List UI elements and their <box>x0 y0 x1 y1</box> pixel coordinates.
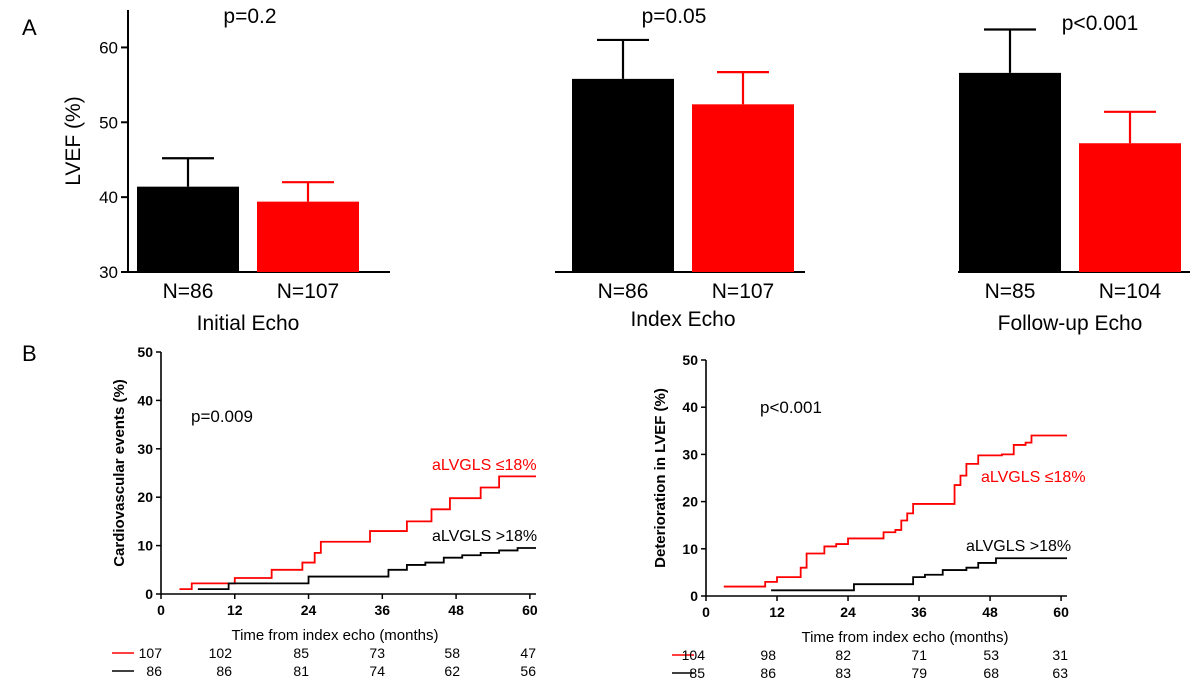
risk-table-cell: 62 <box>444 663 460 679</box>
km-x-axis-label: Time from index echo (months) <box>801 629 1008 646</box>
group-label: Initial Echo <box>197 312 300 335</box>
risk-table-cell: 56 <box>520 663 536 679</box>
km-y-tick-label: 30 <box>682 446 698 462</box>
risk-table-cell: 86 <box>760 665 776 681</box>
y-tick-label-a: 60 <box>99 38 118 57</box>
km-x-tick-label: 0 <box>157 602 165 618</box>
km-series-label: aLVGLS >18% <box>432 528 537 545</box>
y-axis-label-a: LVEF (%) <box>62 96 85 185</box>
p-value-label: p=0.2 <box>223 5 276 28</box>
km-x-tick-label: 24 <box>301 602 317 618</box>
n-label: N=86 <box>163 280 214 303</box>
bar <box>257 201 359 272</box>
n-label: N=86 <box>598 280 649 303</box>
km-y-tick-label: 20 <box>137 489 153 505</box>
km-y-tick-label: 40 <box>137 392 153 408</box>
risk-table-cell: 74 <box>369 663 385 679</box>
risk-table-cell: 47 <box>520 645 536 661</box>
risk-table-cell: 85 <box>293 645 309 661</box>
km-y-tick-label: 20 <box>682 494 698 510</box>
panel-label-b: B <box>22 341 37 366</box>
km-x-tick-label: 24 <box>840 604 856 620</box>
km-y-tick-label: 10 <box>682 541 698 557</box>
km-y-axis-label: Deterioration in LVEF (%) <box>652 388 669 568</box>
km-series-line <box>179 475 536 591</box>
risk-table-cell: 83 <box>835 665 851 681</box>
km-y-tick-label: 30 <box>137 441 153 457</box>
risk-table-cell: 79 <box>911 665 927 681</box>
p-value-label: p=0.05 <box>642 5 707 28</box>
km-y-tick-label: 10 <box>137 538 153 554</box>
y-tick-label-a: 30 <box>99 263 118 282</box>
risk-table-cell: 82 <box>835 647 851 663</box>
km-x-tick-label: 12 <box>769 604 785 620</box>
km-x-axis-label: Time from index echo (months) <box>231 627 438 644</box>
km-series-label: aLVGLS ≤18% <box>981 469 1086 486</box>
km-series-label: aLVGLS ≤18% <box>432 457 537 474</box>
risk-table-cell: 63 <box>1052 665 1068 681</box>
km-x-tick-label: 12 <box>227 602 243 618</box>
risk-table-cell: 81 <box>293 663 309 679</box>
risk-table-cell: 53 <box>983 647 999 663</box>
bar <box>572 78 674 273</box>
n-label: N=85 <box>985 280 1036 303</box>
km-x-tick-label: 48 <box>448 602 464 618</box>
p-value-label: p<0.001 <box>1062 12 1139 35</box>
km-series-line <box>771 557 1067 592</box>
risk-table-cell: 73 <box>369 645 385 661</box>
km-p-value: p<0.001 <box>760 398 822 417</box>
km-p-value: p=0.009 <box>191 407 253 426</box>
risk-table-start-count: 86 <box>146 663 162 679</box>
risk-table-start-count: 85 <box>689 665 705 681</box>
risk-table-cell: 71 <box>911 647 927 663</box>
km-x-tick-label: 60 <box>522 602 538 618</box>
km-y-tick-label: 50 <box>682 352 698 368</box>
panel-label-a: A <box>22 15 37 40</box>
risk-table-start-count: 107 <box>139 645 163 661</box>
bar <box>137 186 239 272</box>
km-x-tick-label: 36 <box>911 604 927 620</box>
km-y-tick-label: 0 <box>690 588 698 604</box>
risk-table-cell: 102 <box>209 645 233 661</box>
n-label: N=104 <box>1099 280 1162 303</box>
group-label: Follow-up Echo <box>998 312 1143 335</box>
bar <box>1079 143 1181 272</box>
km-y-tick-label: 50 <box>137 344 153 360</box>
km-y-tick-label: 40 <box>682 399 698 415</box>
km-series-line <box>723 434 1067 588</box>
risk-table-cell: 68 <box>983 665 999 681</box>
risk-table-cell: 31 <box>1052 647 1068 663</box>
risk-table-start-count: 104 <box>682 647 706 663</box>
risk-table-cell: 58 <box>444 645 460 661</box>
bar <box>959 72 1061 272</box>
km-x-tick-label: 60 <box>1053 604 1069 620</box>
risk-table-cell: 86 <box>216 663 232 679</box>
km-x-tick-label: 48 <box>982 604 998 620</box>
risk-table-cell: 98 <box>760 647 776 663</box>
km-series-label: aLVGLS >18% <box>966 538 1071 555</box>
y-tick-label-a: 50 <box>99 113 118 132</box>
group-label: Index Echo <box>630 308 735 331</box>
bar <box>692 104 794 272</box>
n-label: N=107 <box>712 280 774 303</box>
n-label: N=107 <box>277 280 339 303</box>
km-x-tick-label: 0 <box>702 604 710 620</box>
km-y-axis-label: Cardiovascular events (%) <box>111 379 128 567</box>
y-tick-label-a: 40 <box>99 188 118 207</box>
km-x-tick-label: 36 <box>375 602 391 618</box>
km-series-line <box>197 547 536 591</box>
km-y-tick-label: 0 <box>145 586 153 602</box>
